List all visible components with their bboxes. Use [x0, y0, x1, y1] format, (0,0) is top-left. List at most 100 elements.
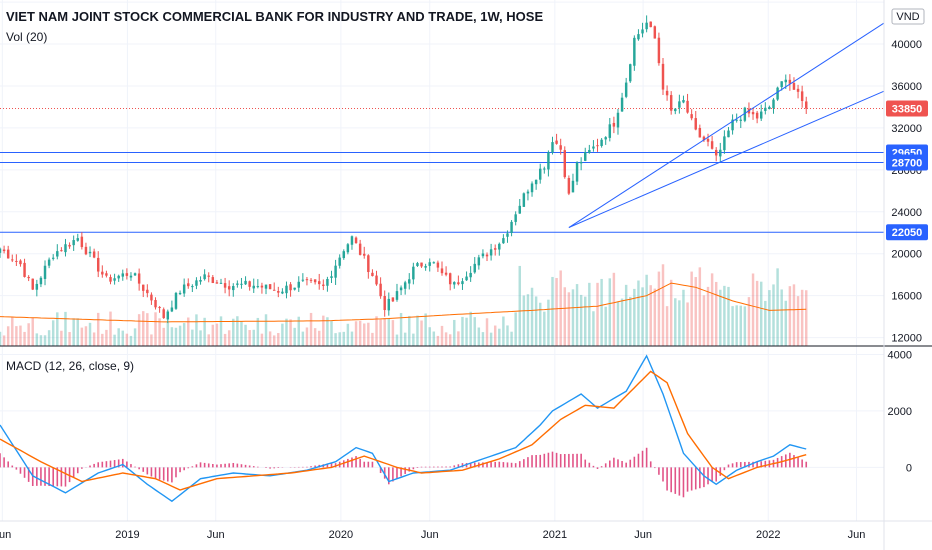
- volume-bar: [322, 315, 325, 346]
- candle-body: [109, 277, 112, 282]
- candle-body: [174, 292, 178, 309]
- candle-body: [31, 278, 34, 290]
- volume-bar: [629, 296, 632, 346]
- candle-body: [326, 279, 329, 286]
- volume-bar: [170, 327, 174, 346]
- volume-bar: [174, 327, 178, 346]
- volume-bar: [784, 300, 788, 346]
- volume-bar: [637, 280, 640, 346]
- candle-body: [731, 119, 734, 131]
- candle-body: [367, 255, 370, 273]
- volume-bar: [219, 316, 223, 346]
- volume-bar: [563, 287, 567, 346]
- volume-bar: [518, 265, 521, 346]
- candle-body: [80, 236, 84, 248]
- volume-bar: [530, 287, 534, 346]
- volume-bar: [223, 333, 227, 346]
- volume-bar: [440, 325, 444, 346]
- time-tick-label: 2022: [756, 529, 780, 541]
- candle-body: [330, 276, 333, 278]
- lower-trendline[interactable]: [568, 90, 885, 228]
- candle-body: [166, 311, 170, 320]
- candle-body: [334, 265, 337, 278]
- volume-bar: [584, 296, 587, 346]
- volume-bar: [297, 316, 300, 346]
- candle-body: [690, 114, 693, 119]
- volume-bar: [432, 331, 436, 346]
- candle-body: [277, 290, 280, 293]
- volume-bar: [465, 317, 468, 346]
- candle-body: [751, 112, 755, 115]
- candle-body: [592, 146, 595, 149]
- volume-bar: [776, 268, 779, 346]
- candle-body: [772, 99, 775, 109]
- volume-bar: [60, 330, 63, 346]
- volume-bar: [293, 327, 296, 346]
- volume-bar: [371, 332, 374, 346]
- volume-bar: [248, 330, 251, 346]
- volume-bar: [0, 331, 2, 346]
- candle-body: [338, 257, 341, 266]
- upper-trendline[interactable]: [568, 22, 885, 228]
- volume-bar: [80, 327, 84, 346]
- candle-body: [649, 21, 652, 28]
- volume-bar: [199, 330, 202, 346]
- volume-bar: [538, 302, 542, 346]
- volume-bar: [547, 299, 550, 346]
- volume-bar: [363, 323, 366, 346]
- candle-body: [346, 244, 350, 253]
- macd-indicator-label[interactable]: MACD (12, 26, close, 9): [6, 359, 134, 373]
- volume-bar: [391, 320, 395, 346]
- candle-body: [51, 257, 55, 259]
- macd-axis[interactable]: 0 2000 4000: [888, 349, 912, 474]
- candle-body: [792, 83, 796, 90]
- volume-bar: [616, 301, 620, 346]
- volume-bar: [555, 278, 558, 346]
- candle-body: [768, 106, 771, 110]
- candle-body: [309, 279, 313, 281]
- volume-bar: [436, 335, 440, 346]
- volume-bar: [489, 332, 493, 346]
- time-axis[interactable]: Jun 2019 Jun 2020 Jun 2021 Jun 2022 Jun: [0, 529, 865, 541]
- candle-body: [125, 273, 129, 276]
- volume-bar: [43, 335, 47, 346]
- price-tick-label: 20000: [891, 249, 922, 261]
- volume-bar: [178, 325, 182, 346]
- candle-body: [281, 291, 284, 294]
- candle-body: [645, 22, 648, 30]
- candle-body: [584, 152, 587, 161]
- volume-bar: [154, 312, 157, 346]
- candle-body: [150, 294, 153, 301]
- volume-bar: [211, 324, 215, 346]
- candle-body: [195, 280, 198, 286]
- last-price-badge-bg: [886, 100, 928, 117]
- volume-bar: [719, 289, 722, 346]
- currency-badge[interactable]: [891, 8, 925, 25]
- candle-body: [641, 29, 644, 34]
- volume-bar: [780, 289, 783, 346]
- volume-bar: [350, 331, 354, 346]
- candle-body: [403, 282, 407, 289]
- time-tick-label: Jun: [848, 529, 866, 541]
- volume-bar: [76, 318, 79, 346]
- volume-bar: [510, 331, 513, 346]
- candle-body: [571, 180, 575, 193]
- candle-body: [117, 275, 120, 279]
- time-tick-label: Jun: [421, 529, 439, 541]
- candle-body: [555, 140, 558, 144]
- candle-body: [538, 168, 542, 180]
- candle-body: [6, 249, 10, 259]
- volume-bar: [387, 318, 391, 346]
- volume-bar: [35, 333, 39, 346]
- volume-bar: [240, 321, 243, 346]
- candle-body: [448, 273, 452, 285]
- candle-body: [84, 246, 88, 255]
- volume-indicator-label[interactable]: Vol (20): [6, 30, 47, 44]
- candle-body: [56, 251, 59, 257]
- volume-bar: [612, 272, 616, 346]
- volume-bar: [792, 284, 796, 346]
- candle-body: [714, 149, 718, 156]
